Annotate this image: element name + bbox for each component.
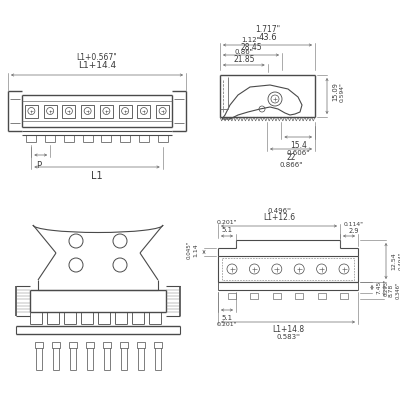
Text: 0.346": 0.346": [396, 282, 400, 299]
Text: 2.9: 2.9: [349, 228, 359, 234]
Bar: [34, 342, 42, 348]
Text: 12.54: 12.54: [392, 252, 396, 270]
Text: 7.45: 7.45: [376, 281, 382, 294]
Text: 0.583'': 0.583'': [276, 334, 300, 340]
Text: 1.717": 1.717": [255, 25, 280, 34]
Bar: [25, 105, 38, 118]
Text: 0.606": 0.606": [286, 150, 310, 156]
Text: L1+12.6: L1+12.6: [263, 213, 295, 223]
Text: 8.78: 8.78: [388, 284, 394, 297]
Text: 0.594": 0.594": [340, 82, 344, 102]
Text: 15.4: 15.4: [290, 141, 307, 150]
Bar: [228, 293, 236, 299]
Text: 5.1: 5.1: [222, 315, 232, 321]
Text: P: P: [36, 160, 41, 169]
Text: 21.85: 21.85: [233, 55, 254, 63]
Text: 0.866": 0.866": [279, 162, 303, 168]
Bar: [318, 293, 326, 299]
Text: 0.293": 0.293": [384, 279, 388, 296]
Bar: [100, 105, 113, 118]
Bar: [119, 105, 132, 118]
Text: 43.6: 43.6: [258, 32, 277, 42]
Text: 0.201": 0.201": [217, 322, 237, 327]
Text: L1+14.8: L1+14.8: [272, 326, 304, 335]
Bar: [68, 342, 76, 348]
Text: 0.496'': 0.496'': [267, 208, 291, 214]
Bar: [137, 105, 150, 118]
Bar: [102, 342, 110, 348]
Text: 15.09: 15.09: [332, 82, 338, 101]
Bar: [156, 105, 169, 118]
Bar: [136, 342, 144, 348]
Bar: [44, 105, 57, 118]
Bar: [295, 293, 303, 299]
Text: 0.045": 0.045": [186, 241, 192, 259]
Text: 1.12": 1.12": [242, 37, 260, 43]
Bar: [154, 342, 162, 348]
Text: 22: 22: [286, 152, 296, 162]
Text: 0.494": 0.494": [398, 252, 400, 270]
Text: 28.45: 28.45: [240, 42, 262, 51]
Text: 1.14: 1.14: [194, 243, 198, 257]
Bar: [250, 293, 258, 299]
Text: 0.86": 0.86": [234, 49, 253, 55]
Text: L1+0.567": L1+0.567": [77, 53, 117, 61]
Text: 5.1: 5.1: [222, 227, 232, 233]
Bar: [81, 105, 94, 118]
Text: 0.114": 0.114": [344, 221, 364, 227]
Bar: [222, 258, 354, 280]
Text: L1+14.4: L1+14.4: [78, 61, 116, 70]
Bar: [273, 293, 281, 299]
Bar: [340, 293, 348, 299]
Text: L1: L1: [91, 171, 103, 181]
Bar: [52, 342, 60, 348]
Bar: [120, 342, 128, 348]
Bar: [86, 342, 94, 348]
Bar: [62, 105, 75, 118]
Text: 0.201": 0.201": [217, 221, 237, 225]
